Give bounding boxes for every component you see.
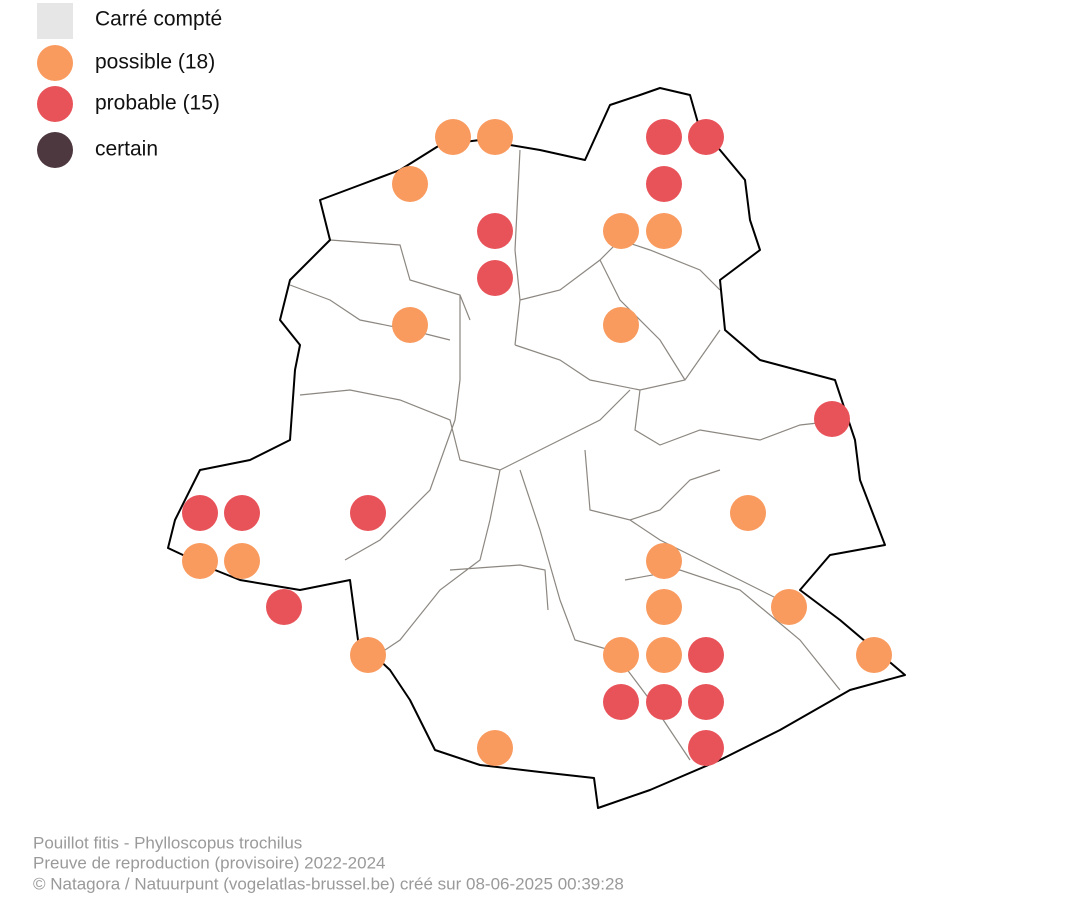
possible-dot bbox=[224, 543, 260, 579]
probable-dot bbox=[814, 401, 850, 437]
possible-dot bbox=[435, 119, 471, 155]
observations bbox=[182, 119, 892, 766]
possible-dot bbox=[646, 213, 682, 249]
probable-dot bbox=[350, 495, 386, 531]
probable-dot bbox=[646, 166, 682, 202]
possible-dot bbox=[603, 637, 639, 673]
legend-label: Carré compté bbox=[95, 8, 222, 31]
possible-dot bbox=[182, 543, 218, 579]
probable-dot bbox=[688, 119, 724, 155]
legend: Carré compté possible (18) probable (15) ce… bbox=[37, 3, 222, 168]
possible-dot bbox=[646, 637, 682, 673]
possible-dot bbox=[856, 637, 892, 673]
possible-dot bbox=[646, 543, 682, 579]
probable-dot bbox=[688, 684, 724, 720]
possible-dot bbox=[646, 589, 682, 625]
probable-dot bbox=[603, 684, 639, 720]
legend-label: possible (18) bbox=[95, 51, 215, 74]
possible-dot bbox=[350, 637, 386, 673]
legend-swatch bbox=[37, 3, 73, 39]
probable-dot bbox=[224, 495, 260, 531]
probable-dot bbox=[477, 260, 513, 296]
footer-line: Pouillot fitis - Phylloscopus trochilus bbox=[33, 833, 302, 852]
possible-dot bbox=[477, 119, 513, 155]
possible-dot bbox=[392, 166, 428, 202]
possible-dot bbox=[771, 589, 807, 625]
probable-dot bbox=[646, 119, 682, 155]
possible-dot bbox=[477, 730, 513, 766]
probable-dot bbox=[646, 684, 682, 720]
footer: Pouillot fitis - Phylloscopus trochilus … bbox=[33, 833, 624, 893]
possible-dot bbox=[603, 213, 639, 249]
probable-dot bbox=[688, 637, 724, 673]
probable-dot bbox=[266, 589, 302, 625]
legend-swatch bbox=[37, 132, 73, 168]
possible-dot bbox=[603, 307, 639, 343]
legend-label: probable (15) bbox=[95, 92, 220, 115]
probable-dot bbox=[477, 213, 513, 249]
legend-label: certain bbox=[95, 138, 158, 161]
probable-dot bbox=[182, 495, 218, 531]
footer-line: © Natagora / Natuurpunt (vogelatlas-brus… bbox=[33, 874, 624, 893]
footer-line: Preuve de reproduction (provisoire) 2022… bbox=[33, 853, 385, 872]
possible-dot bbox=[730, 495, 766, 531]
possible-dot bbox=[392, 307, 428, 343]
probable-dot bbox=[688, 730, 724, 766]
legend-swatch bbox=[37, 45, 73, 81]
legend-swatch bbox=[37, 86, 73, 122]
region-outline bbox=[167, 87, 906, 809]
